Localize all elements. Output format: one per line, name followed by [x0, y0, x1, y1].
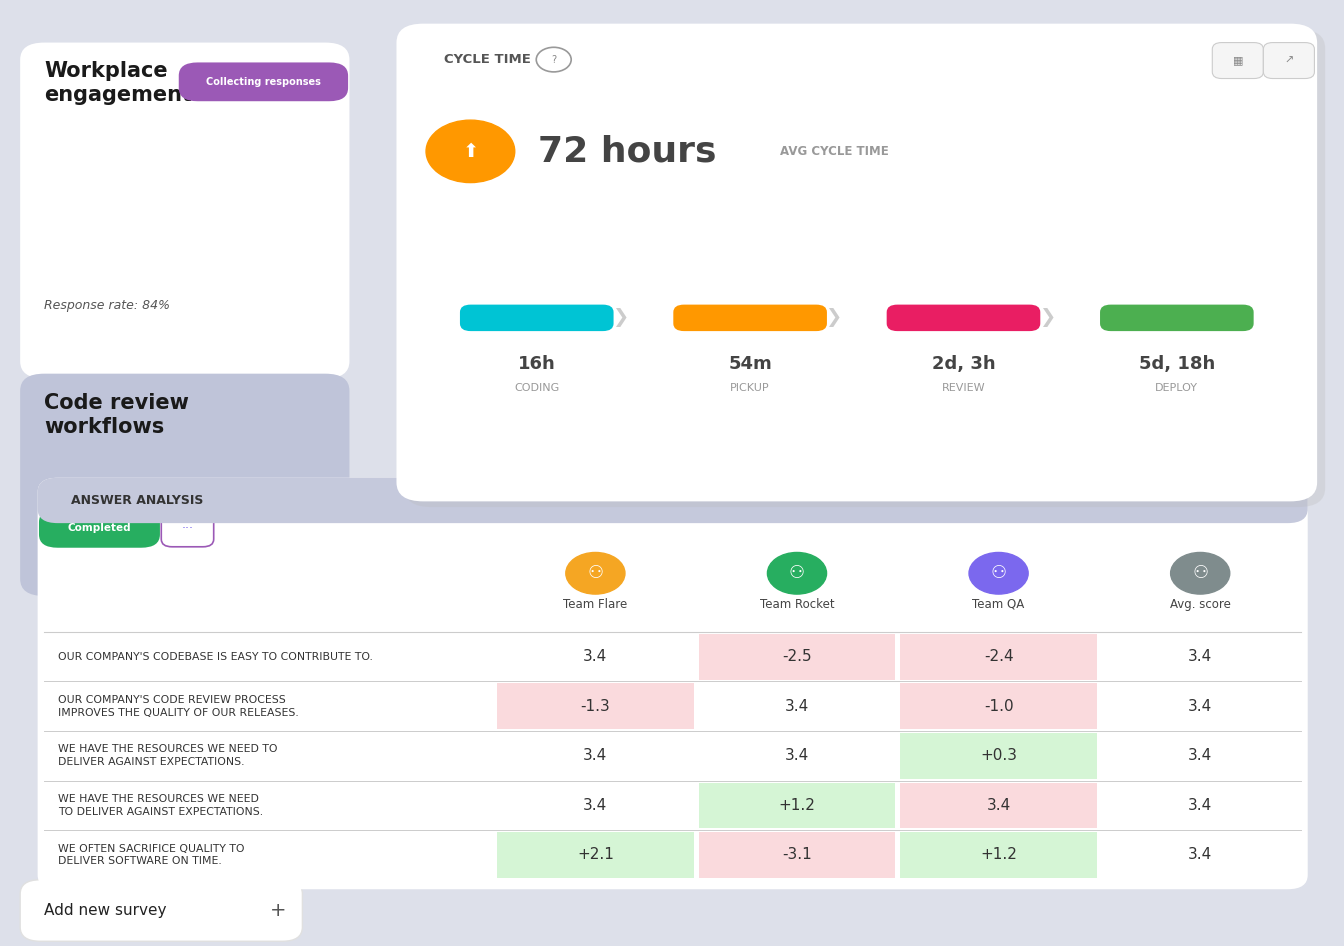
Text: DEPLOY: DEPLOY	[1156, 383, 1199, 394]
Text: Team Rocket: Team Rocket	[759, 598, 835, 611]
Text: Avg. score: Avg. score	[1169, 598, 1231, 611]
Text: 72 hours: 72 hours	[538, 134, 716, 168]
Text: 3.4: 3.4	[1188, 649, 1212, 664]
FancyBboxPatch shape	[900, 634, 1097, 679]
FancyBboxPatch shape	[20, 880, 302, 941]
Circle shape	[767, 552, 827, 594]
Text: -2.5: -2.5	[782, 649, 812, 664]
Text: +: +	[270, 901, 286, 920]
Text: ?: ?	[551, 55, 556, 64]
Text: -2.4: -2.4	[984, 649, 1013, 664]
Text: +1.2: +1.2	[778, 797, 816, 813]
Text: ⚇: ⚇	[587, 564, 603, 583]
Text: 3.4: 3.4	[583, 748, 607, 763]
Text: ❯: ❯	[1039, 308, 1055, 327]
FancyBboxPatch shape	[38, 478, 1308, 523]
Text: ❯: ❯	[612, 308, 629, 327]
FancyBboxPatch shape	[699, 832, 895, 878]
Text: +0.3: +0.3	[980, 748, 1017, 763]
Text: OUR COMPANY'S CODE REVIEW PROCESS
IMPROVES THE QUALITY OF OUR RELEASES.: OUR COMPANY'S CODE REVIEW PROCESS IMPROV…	[58, 695, 298, 718]
Text: ⬆: ⬆	[462, 142, 478, 161]
FancyBboxPatch shape	[900, 733, 1097, 779]
FancyBboxPatch shape	[460, 305, 614, 331]
Text: Completed: Completed	[67, 523, 132, 534]
Text: WE HAVE THE RESOURCES WE NEED
TO DELIVER AGAINST EXPECTATIONS.: WE HAVE THE RESOURCES WE NEED TO DELIVER…	[58, 794, 263, 816]
Text: 3.4: 3.4	[986, 797, 1011, 813]
FancyBboxPatch shape	[699, 634, 895, 679]
Text: Response rate: 84%: Response rate: 84%	[44, 299, 171, 312]
Text: ANSWER ANALYSIS: ANSWER ANALYSIS	[71, 494, 203, 507]
Text: 3.4: 3.4	[583, 649, 607, 664]
Text: Team QA: Team QA	[973, 598, 1024, 611]
Text: ↗: ↗	[1285, 56, 1293, 65]
Text: REVIEW: REVIEW	[942, 383, 985, 394]
Text: Response rate: 80%: Response rate: 80%	[44, 559, 171, 572]
Circle shape	[969, 552, 1028, 594]
Text: Add new survey: Add new survey	[44, 903, 167, 918]
Text: 3.4: 3.4	[1188, 748, 1212, 763]
FancyBboxPatch shape	[39, 509, 160, 548]
Text: 3.4: 3.4	[1188, 699, 1212, 714]
Text: -1.3: -1.3	[581, 699, 610, 714]
Text: ···: ···	[181, 522, 194, 534]
FancyBboxPatch shape	[396, 24, 1317, 501]
FancyBboxPatch shape	[179, 62, 348, 101]
Text: Team Flare: Team Flare	[563, 598, 628, 611]
Text: +1.2: +1.2	[980, 848, 1017, 863]
Text: ⚇: ⚇	[991, 564, 1007, 583]
Text: AVG CYCLE TIME: AVG CYCLE TIME	[780, 145, 888, 158]
FancyBboxPatch shape	[673, 305, 827, 331]
Text: ⚇: ⚇	[1192, 564, 1208, 583]
FancyBboxPatch shape	[20, 43, 349, 378]
FancyBboxPatch shape	[1263, 43, 1314, 79]
Text: 3.4: 3.4	[785, 748, 809, 763]
Text: -1.0: -1.0	[984, 699, 1013, 714]
Text: -3.1: -3.1	[782, 848, 812, 863]
FancyBboxPatch shape	[900, 782, 1097, 829]
Text: ⚇: ⚇	[789, 564, 805, 583]
FancyBboxPatch shape	[900, 683, 1097, 729]
Text: Code review
workflows: Code review workflows	[44, 393, 190, 437]
Circle shape	[426, 120, 515, 183]
FancyBboxPatch shape	[497, 832, 694, 878]
Text: 3.4: 3.4	[785, 699, 809, 714]
Text: Workplace
engagement: Workplace engagement	[44, 61, 192, 106]
Text: 3.4: 3.4	[583, 797, 607, 813]
FancyBboxPatch shape	[900, 832, 1097, 878]
Text: 3.4: 3.4	[1188, 848, 1212, 863]
FancyBboxPatch shape	[699, 782, 895, 829]
Text: OUR COMPANY'S CODEBASE IS EASY TO CONTRIBUTE TO.: OUR COMPANY'S CODEBASE IS EASY TO CONTRI…	[58, 652, 372, 661]
Text: 2d, 3h: 2d, 3h	[931, 355, 996, 373]
FancyBboxPatch shape	[38, 478, 1308, 889]
Text: CODING: CODING	[515, 383, 559, 394]
FancyBboxPatch shape	[20, 374, 349, 596]
Circle shape	[566, 552, 625, 594]
Circle shape	[1171, 552, 1230, 594]
Text: WE OFTEN SACRIFICE QUALITY TO
DELIVER SOFTWARE ON TIME.: WE OFTEN SACRIFICE QUALITY TO DELIVER SO…	[58, 844, 245, 867]
Text: +2.1: +2.1	[577, 848, 614, 863]
FancyBboxPatch shape	[1099, 305, 1254, 331]
Text: PICKUP: PICKUP	[730, 383, 770, 394]
Text: 5d, 18h: 5d, 18h	[1138, 355, 1215, 373]
FancyBboxPatch shape	[161, 510, 214, 547]
Text: ▦: ▦	[1232, 56, 1243, 65]
Text: Collecting responses: Collecting responses	[206, 77, 321, 87]
FancyBboxPatch shape	[405, 29, 1325, 507]
Text: WE HAVE THE RESOURCES WE NEED TO
DELIVER AGAINST EXPECTATIONS.: WE HAVE THE RESOURCES WE NEED TO DELIVER…	[58, 745, 277, 767]
FancyBboxPatch shape	[1212, 43, 1263, 79]
FancyBboxPatch shape	[887, 305, 1040, 331]
Text: 16h: 16h	[517, 355, 555, 373]
Text: 54m: 54m	[728, 355, 771, 373]
FancyBboxPatch shape	[497, 683, 694, 729]
Text: CYCLE TIME: CYCLE TIME	[444, 53, 531, 66]
Text: 3.4: 3.4	[1188, 797, 1212, 813]
Text: ❯: ❯	[825, 308, 841, 327]
